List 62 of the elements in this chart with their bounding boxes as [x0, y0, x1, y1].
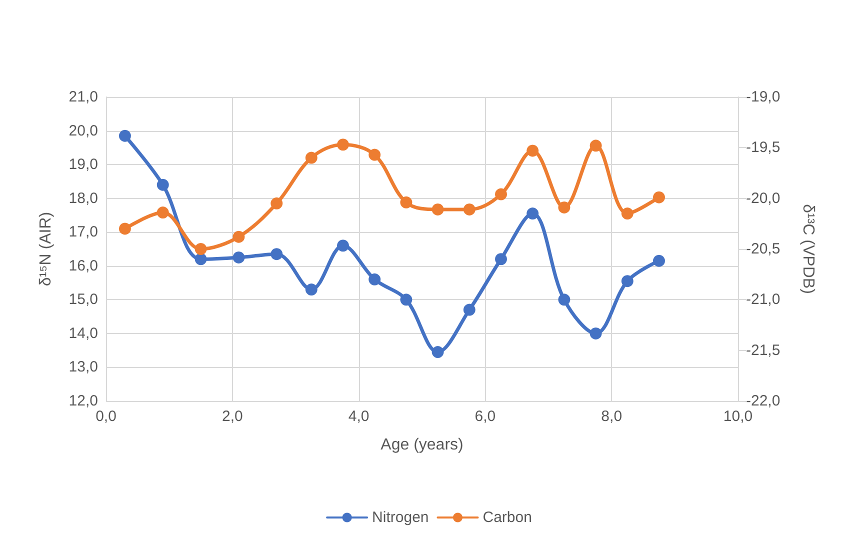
y2-tick-label: -22,0	[746, 392, 780, 410]
y-tick-label: 19,0	[68, 156, 98, 174]
point	[495, 188, 507, 200]
y2-tick-label: -19,5	[746, 139, 780, 156]
point	[232, 230, 245, 243]
point	[463, 304, 476, 316]
y-axis-title: δ¹⁵N (AIR)	[38, 212, 54, 286]
point	[337, 240, 349, 252]
x-tick-label: 8,0	[601, 408, 622, 425]
point	[305, 152, 318, 164]
point	[558, 201, 570, 214]
x-axis-title: Age (years)	[380, 436, 464, 454]
y-tick-label: 15,0	[68, 291, 98, 308]
y-tick-label: 16,0	[68, 257, 98, 274]
point	[621, 275, 634, 288]
point	[118, 130, 131, 142]
point	[653, 191, 665, 204]
point	[118, 222, 131, 235]
point	[590, 140, 602, 152]
y2-tick-label: -21,0	[746, 291, 780, 308]
point	[621, 208, 634, 220]
point	[156, 206, 169, 219]
y-tick-label: 14,0	[68, 324, 98, 342]
legend-label: Nitrogen	[372, 509, 429, 526]
y-tick-label: 18,0	[68, 190, 98, 207]
point	[270, 197, 283, 210]
x-tick-label: 2,0	[222, 408, 243, 425]
point	[194, 253, 207, 266]
point	[400, 294, 412, 306]
point	[526, 144, 539, 157]
y2-tick-label: -21,5	[746, 342, 780, 359]
x-tick-label: 0,0	[96, 408, 116, 425]
x-tick-label: 6,0	[474, 408, 496, 425]
point	[463, 203, 476, 216]
point	[400, 196, 412, 208]
y-tick-label: 13,0	[68, 358, 98, 376]
y-tick-label: 17,0	[68, 224, 98, 241]
y2-tick-label: -19,0	[746, 88, 780, 106]
point	[432, 346, 444, 358]
y2-axis-title: δ¹³C (VPDB)	[800, 204, 816, 294]
y-tick-label: 20,0	[68, 122, 98, 140]
legend-label: Carbon	[482, 509, 532, 526]
point	[653, 254, 665, 267]
point	[156, 178, 169, 191]
point	[590, 327, 602, 340]
point	[194, 243, 207, 255]
point	[495, 253, 507, 266]
point	[558, 294, 570, 306]
y2-tick-label: -20,5	[746, 240, 780, 258]
x-tick-label: 4,0	[348, 408, 370, 425]
point	[305, 284, 318, 296]
point	[432, 203, 444, 216]
point	[526, 208, 539, 220]
y-tick-label: 21,0	[68, 88, 98, 106]
point	[337, 138, 349, 151]
y2-tick-label: -20,0	[746, 190, 780, 207]
x-tick-label: 10,0	[723, 408, 753, 425]
point	[368, 273, 381, 286]
point	[270, 248, 283, 260]
y-tick-label: 12,0	[68, 392, 98, 410]
point	[368, 148, 381, 161]
point	[232, 251, 245, 264]
